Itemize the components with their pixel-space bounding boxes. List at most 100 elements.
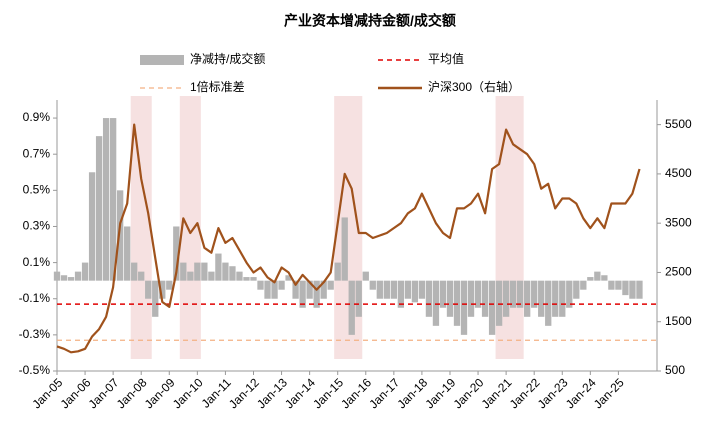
bar — [243, 277, 250, 281]
x-tick-label: Jan-17 — [366, 375, 402, 411]
x-tick-label: Jan-23 — [535, 375, 571, 411]
x-tick-label: Jan-24 — [563, 375, 599, 411]
y-tick-label: 0.9% — [23, 110, 51, 124]
bar — [594, 271, 601, 281]
bar — [173, 226, 180, 281]
bar — [180, 262, 187, 281]
x-tick-label: Jan-13 — [254, 375, 290, 411]
y2-tick-label: 4500 — [665, 166, 692, 180]
bar — [145, 280, 152, 299]
bar — [495, 280, 503, 326]
highlight-range — [179, 96, 201, 359]
bar — [622, 280, 629, 296]
bar — [524, 280, 531, 317]
bar — [608, 280, 615, 290]
bar — [159, 280, 166, 299]
bar — [250, 277, 257, 281]
y-tick-label: -0.1% — [19, 291, 51, 305]
bar — [313, 280, 320, 308]
bar — [615, 280, 622, 290]
legend-label: 净减持/成交额 — [190, 51, 265, 66]
bar — [95, 136, 103, 281]
x-tick-label: Jan-06 — [58, 375, 94, 411]
bar — [404, 280, 412, 299]
bar — [559, 280, 566, 317]
bar — [376, 280, 383, 299]
bar — [102, 118, 110, 281]
x-tick-label: Jan-21 — [479, 375, 515, 411]
bar — [229, 266, 236, 281]
bar — [278, 280, 285, 290]
x-tick-label: Jan-08 — [114, 375, 150, 411]
bar — [517, 280, 524, 308]
x-tick-label: Jan-22 — [507, 375, 543, 411]
bar — [488, 280, 496, 335]
bar — [531, 280, 538, 308]
bar — [573, 280, 580, 299]
bar — [545, 280, 552, 326]
bar — [152, 280, 159, 317]
y-tick-label: -0.5% — [19, 363, 51, 377]
bar — [348, 280, 355, 335]
bar — [264, 280, 271, 299]
bar — [355, 280, 362, 317]
bar — [117, 190, 124, 281]
bar — [166, 280, 173, 290]
x-tick-label: Jan-16 — [338, 375, 374, 411]
bar — [187, 271, 194, 281]
bar — [439, 280, 447, 308]
bar — [81, 262, 89, 281]
bar — [201, 262, 208, 281]
bar — [222, 262, 229, 281]
x-tick-label: Jan-20 — [451, 375, 487, 411]
x-tick-label: Jan-14 — [282, 375, 318, 411]
bar — [320, 280, 327, 299]
legend-label: 1倍标准差 — [190, 79, 245, 94]
chart-title: 产业资本增减持金额/成交额 — [284, 13, 456, 29]
bar — [481, 280, 489, 317]
bar — [580, 280, 587, 290]
bar — [587, 277, 594, 281]
bar — [109, 118, 117, 281]
line-series — [56, 123, 641, 354]
bar — [341, 217, 348, 281]
bar — [88, 172, 96, 281]
bar — [411, 280, 419, 303]
legend-label: 沪深300（右轴） — [428, 79, 520, 94]
y-tick-label: 0.1% — [23, 255, 51, 269]
bar — [601, 275, 608, 281]
y2-tick-label: 2500 — [665, 265, 692, 279]
y-tick-label: 0.5% — [23, 183, 51, 197]
bar — [474, 280, 482, 308]
x-tick-label: Jan-19 — [422, 375, 458, 411]
x-tick-label: Jan-15 — [310, 375, 346, 411]
bar — [215, 253, 222, 281]
y2-tick-label: 3500 — [665, 215, 692, 229]
bar — [194, 262, 201, 281]
legend-swatch — [140, 55, 184, 65]
bar — [60, 275, 68, 281]
bar — [390, 280, 397, 299]
bar — [552, 280, 559, 317]
bar — [53, 271, 61, 281]
bar — [425, 280, 433, 317]
bar — [453, 280, 461, 326]
bar — [362, 271, 369, 281]
bar — [292, 280, 299, 299]
bar — [636, 280, 643, 299]
x-tick-label: Jan-18 — [394, 375, 430, 411]
bar — [138, 271, 145, 281]
bar — [509, 280, 517, 308]
x-tick-label: Jan-09 — [142, 375, 178, 411]
bar — [467, 280, 475, 317]
y-tick-label: 0.3% — [23, 219, 51, 233]
bar — [418, 280, 426, 299]
y-tick-label: -0.3% — [19, 327, 51, 341]
bar — [502, 280, 510, 317]
bar — [383, 280, 390, 299]
bar — [397, 280, 405, 308]
y2-tick-label: 500 — [665, 363, 685, 377]
x-tick-label: Jan-10 — [170, 375, 206, 411]
y2-tick-label: 5500 — [665, 117, 692, 131]
